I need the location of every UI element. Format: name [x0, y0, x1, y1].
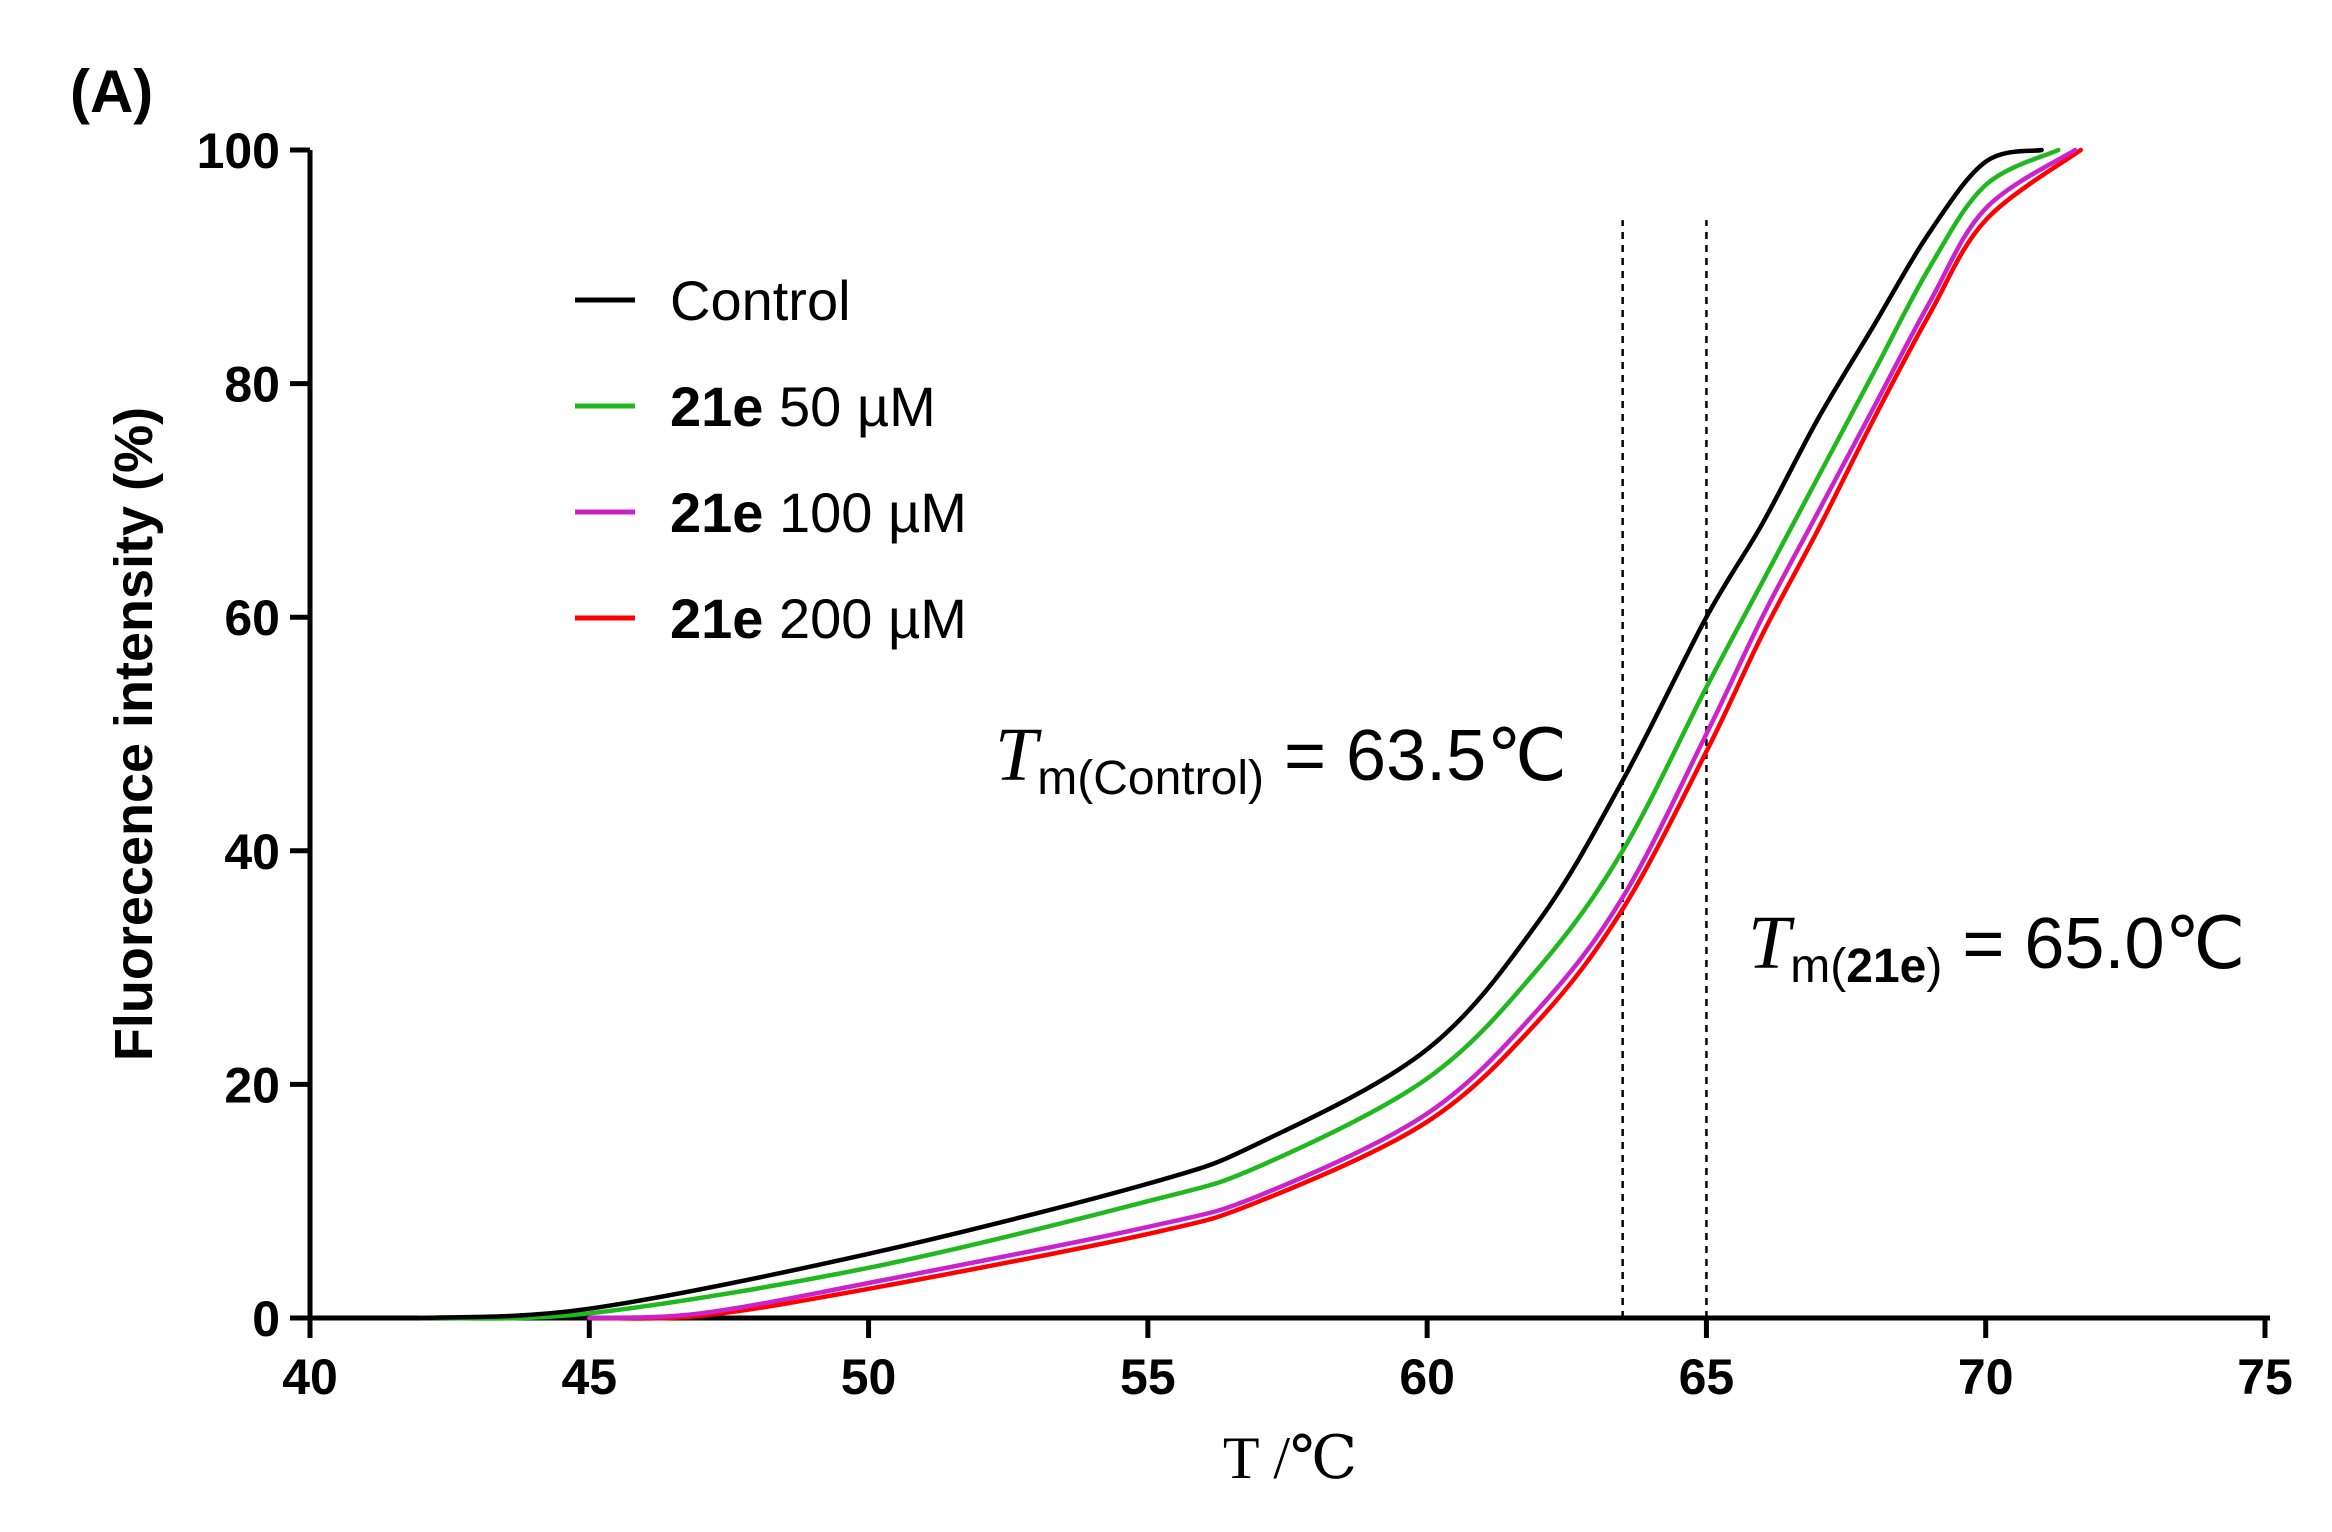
series-line-1 [419, 147, 2061, 1321]
y-tick-label-100: 100 [197, 123, 280, 179]
axis-ticks: 40 45 50 55 60 65 70 75 0 20 40 60 80 100 [197, 123, 2293, 1405]
legend-label-text-2: 100 µM [763, 481, 966, 544]
legend-label-3: 21e 200 µM [670, 587, 967, 650]
series-line-0 [419, 147, 2044, 1321]
legend-label-1: 21e 50 µM [670, 375, 936, 438]
tm-control-annotation: Tm(Control) = 63.5℃ [995, 713, 1567, 805]
y-tick-label-20: 20 [224, 1057, 280, 1113]
legend-label-text-1: 50 µM [763, 375, 935, 438]
legend-label-text-0: Control [670, 269, 851, 332]
series-line-3 [587, 147, 2083, 1321]
tm-21e-subscript-bold: 21e [1846, 940, 1926, 993]
x-tick-label-75: 75 [2237, 1349, 2293, 1405]
tm-21e-value: = 65.0℃ [1942, 904, 2245, 984]
x-tick-label-40: 40 [282, 1349, 338, 1405]
x-tick-label-45: 45 [561, 1349, 617, 1405]
x-tick-label-50: 50 [841, 1349, 897, 1405]
y-tick-label-80: 80 [224, 357, 280, 413]
tm-control-subscript: m(Control) [1037, 752, 1264, 805]
panel-label: (A) [70, 58, 153, 125]
x-tick-label-60: 60 [1399, 1349, 1455, 1405]
tm-control-symbol: T [995, 713, 1042, 797]
tm-21e-subscript-close: ) [1926, 940, 1942, 993]
legend-label-text-3: 200 µM [763, 587, 966, 650]
series-line-2 [587, 147, 2078, 1321]
tm-21e-annotation: Tm(21e) = 65.0℃ [1748, 901, 2245, 993]
legend-label-bold-2: 21e [670, 481, 763, 544]
y-tick-label-60: 60 [224, 590, 280, 646]
x-axis-label: T /℃ [1223, 1425, 1357, 1491]
x-tick-label-55: 55 [1120, 1349, 1176, 1405]
legend-label-bold-3: 21e [670, 587, 763, 650]
series-lines [419, 147, 2083, 1321]
tm-control-value: = 63.5℃ [1264, 716, 1567, 796]
x-tick-label-70: 70 [1958, 1349, 2014, 1405]
legend-label-0: Control [670, 269, 851, 332]
y-tick-label-40: 40 [224, 824, 280, 880]
y-tick-label-0: 0 [252, 1291, 280, 1347]
tm-21e-subscript: m( [1790, 940, 1846, 993]
y-axis-label: Fluorecence intensity (%) [104, 407, 164, 1061]
legend-label-bold-1: 21e [670, 375, 763, 438]
x-tick-label-65: 65 [1679, 1349, 1735, 1405]
legend-label-2: 21e 100 µM [670, 481, 967, 544]
tm-21e-symbol: T [1748, 901, 1795, 985]
reference-lines [1621, 220, 1708, 1318]
